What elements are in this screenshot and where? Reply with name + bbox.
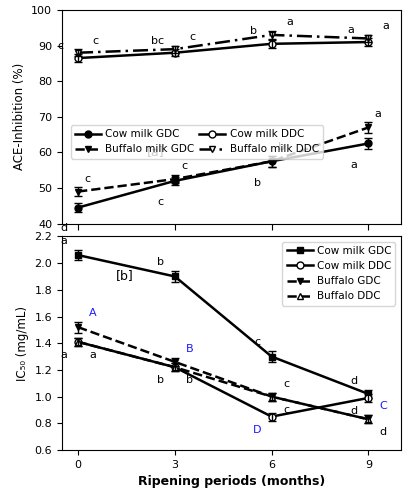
Text: a: a [89, 350, 96, 360]
Text: C: C [379, 402, 387, 411]
Text: c: c [157, 196, 164, 206]
Text: b: b [157, 375, 164, 385]
Text: c: c [181, 162, 188, 172]
Text: bc: bc [150, 36, 164, 46]
Text: c: c [93, 36, 99, 46]
Y-axis label: IC₅₀ (mg/mL): IC₅₀ (mg/mL) [16, 306, 29, 380]
Text: b: b [254, 178, 261, 188]
Text: B: B [185, 344, 193, 354]
Text: a: a [60, 236, 67, 246]
Text: b: b [250, 26, 257, 36]
Text: A: A [89, 308, 96, 318]
Text: b: b [186, 375, 193, 385]
Text: a: a [60, 350, 67, 360]
Text: b: b [157, 257, 164, 267]
Text: c: c [254, 337, 260, 347]
Text: c: c [283, 378, 289, 388]
Text: [a]: [a] [147, 145, 164, 158]
Text: a: a [286, 17, 293, 27]
Text: D: D [253, 424, 261, 434]
Text: c: c [283, 404, 289, 414]
Text: [b]: [b] [116, 269, 134, 282]
Text: c: c [85, 174, 91, 184]
Text: a: a [375, 108, 382, 118]
Text: b: b [278, 142, 285, 152]
Y-axis label: ACE-Inhibition (%): ACE-Inhibition (%) [13, 63, 26, 170]
Text: d: d [60, 223, 67, 233]
Text: d: d [350, 376, 357, 386]
Legend: Cow milk GDC, Cow milk DDC, Buffalo GDC, Buffalo DDC: Cow milk GDC, Cow milk DDC, Buffalo GDC,… [282, 242, 395, 306]
Text: a: a [350, 160, 357, 170]
Legend: Cow milk GDC, Buffalo milk GDC, Cow milk DDC, Buffalo milk DDC: Cow milk GDC, Buffalo milk GDC, Cow milk… [71, 125, 323, 158]
Text: d: d [379, 428, 387, 438]
X-axis label: Ripening periods (months): Ripening periods (months) [138, 476, 325, 488]
Text: c: c [57, 41, 64, 51]
Text: a: a [347, 25, 354, 35]
Text: d: d [350, 406, 357, 416]
Text: c: c [190, 32, 196, 42]
Text: a: a [383, 22, 389, 32]
